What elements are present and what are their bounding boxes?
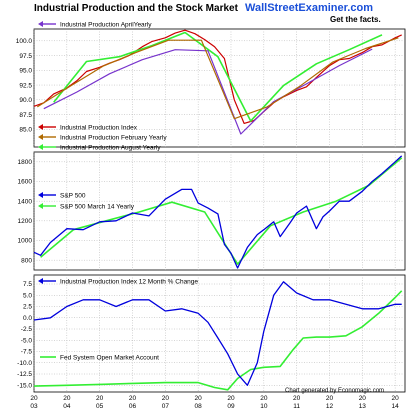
x-tick-label: 06 [129,403,137,410]
legend-arrow-icon [38,124,43,130]
y-tick-label: 92.5 [19,82,32,89]
y-tick-label: 7.5 [23,281,32,288]
x-tick-label: 14 [392,403,400,410]
legend-label: Industrial Production Index 12 Month % C… [60,278,198,285]
x-tick-label: 09 [227,403,235,410]
x-tick-label: 03 [30,403,38,410]
y-tick-label: -5.0 [21,337,33,344]
y-tick-label: -7.5 [21,349,33,356]
series-line-industrial-production-index-12-month-change [33,281,402,386]
x-tick-label: 20 [96,395,104,402]
legend-label: Fed System Open Market Account [60,354,159,361]
series-line-industrial-production-february-yearly [36,37,399,120]
y-tick-label: 1200 [18,218,33,225]
x-tick-label: 20 [293,395,301,402]
y-tick-label: 100.0 [16,38,33,45]
legend-label: Industrial Production AprilYearly [60,21,152,28]
legend-arrow-icon [38,192,43,198]
sp500-panel: 800 1000 1200 1400 1600 1800 S&P 500 S&P 500 Ma… [18,151,406,271]
series-line-s-p-500 [33,155,403,269]
x-tick-label: 20 [63,395,71,402]
legend-label: Industrial Production August Yearly [60,144,161,151]
x-tick-label: 11 [293,403,300,410]
x-tick-label: 20 [129,395,137,402]
legend-arrow-icon [38,144,43,150]
series-line-industrial-production-index [33,29,402,125]
y-tick-label: 0.0 [23,315,32,322]
y-tick-label: 1800 [18,159,33,166]
industrial-production-frame [33,28,406,148]
x-tick-label: 13 [359,403,367,410]
y-tick-label: 800 [21,257,32,264]
y-tick-label: 87.5 [19,112,32,119]
x-tick-label: 10 [260,403,268,410]
x-axis: 2003200420052006200720082009201020112012… [30,395,399,410]
y-tick-label: 2.5 [23,304,32,311]
x-tick-label: 20 [227,395,235,402]
x-tick-label: 07 [162,403,170,410]
x-tick-label: 12 [326,403,334,410]
y-tick-label: 85.0 [19,127,32,134]
x-tick-label: 20 [195,395,203,402]
x-tick-label: 20 [359,395,367,402]
legend-label: Industrial Production Index [60,124,138,131]
y-tick-label: 5.0 [23,292,32,299]
chart-title: Industrial Production and the Stock Mark… [34,3,239,14]
x-tick-label: 05 [96,403,104,410]
y-tick-label: -2.5 [21,326,33,333]
legend-arrow-icon [38,134,43,140]
legend-label: S&P 500 [60,192,86,199]
change-and-fomc-panel: -15.0 -12.5 -10.0 -7.5 -5.0 -2.5 0.0 2.5 5.0 7.5 I… [17,274,406,393]
y-tick-label: 1000 [18,238,33,245]
legend-arrow-icon [38,278,43,284]
x-tick-label: 20 [392,395,400,402]
y-tick-label: 1600 [18,179,33,186]
series-line-fed-system-open-market-account [33,290,403,391]
x-tick-label: 08 [195,403,203,410]
legend-label: S&P 500 March 14 Yearly [60,203,135,210]
y-tick-label: 95.0 [19,68,32,75]
chart-credit: Chart generated by Economagic.com [285,388,384,394]
x-tick-label: 20 [162,395,170,402]
y-tick-label: 97.5 [19,53,32,60]
x-tick-label: 04 [63,403,71,410]
legend-label: Industrial Production February Yearly [60,134,167,141]
y-tick-label: 1400 [18,198,33,205]
y-tick-label: 90.0 [19,97,32,104]
legend-arrow-icon [38,21,43,27]
x-tick-label: 20 [326,395,334,402]
x-tick-label: 20 [260,395,268,402]
industrial-production-panel: 85.0 87.5 90.0 92.5 95.0 97.5 100.0 Industrial … [16,21,406,151]
y-tick-label: -15.0 [17,382,32,389]
y-tick-label: -10.0 [17,360,32,367]
sp500-frame [33,151,406,271]
y-tick-label: -12.5 [17,371,32,378]
brand-tagline: Get the facts. [330,15,381,24]
legend-arrow-icon [38,203,43,209]
brand-logo-text: WallStreetExaminer.com [245,2,373,14]
series-line-industrial-production-august-yearly [53,31,383,122]
series-line-industrial-production-april-yearly [43,48,373,135]
x-tick-label: 20 [30,395,38,402]
change-and-fomc-frame [33,274,406,393]
